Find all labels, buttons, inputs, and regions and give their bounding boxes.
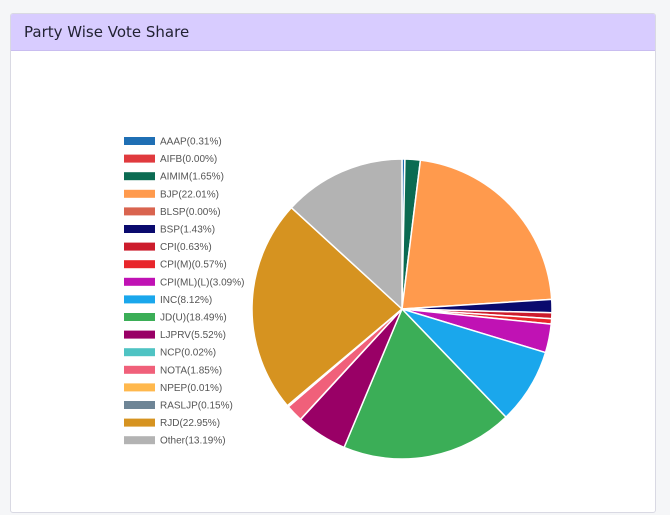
legend-swatch [124, 242, 155, 251]
legend-swatch [124, 383, 155, 392]
legend-label: Other(13.19%) [160, 436, 226, 447]
pie-slices [251, 158, 553, 460]
legend-swatch [124, 154, 155, 163]
legend-swatch [124, 418, 155, 427]
legend-label: BLSP(0.00%) [160, 207, 221, 218]
legend-swatch [124, 137, 155, 145]
legend-label: LJPRV(5.52%) [160, 330, 226, 341]
legend-swatch [124, 401, 155, 409]
legend-item-bsp[interactable]: BSP(1.43%) [124, 225, 215, 236]
chart-legend: AAAP(0.31%) AIFB(0.00%) AIMIM(1.65%) BJP(22… [124, 137, 244, 447]
pie-chart: AAAP(0.31%) AIFB(0.00%) AIMIM(1.65%) BJP(22… [124, 137, 553, 460]
pie-slice-bjp[interactable] [401, 159, 553, 310]
legend-item-inc[interactable]: INC(8.12%) [124, 295, 212, 306]
card-header: Party Wise Vote Share [11, 14, 655, 51]
legend-item-other[interactable]: Other(13.19%) [124, 436, 226, 447]
legend-swatch [124, 172, 155, 181]
legend-item-npep[interactable]: NPEP(0.01%) [124, 383, 222, 394]
pie-slice-other[interactable] [290, 158, 403, 310]
legend-label: NOTA(1.85%) [160, 365, 222, 376]
legend-item-blsp[interactable]: BLSP(0.00%) [124, 207, 221, 218]
legend-label: CPI(M)(0.57%) [160, 260, 227, 271]
legend-swatch [124, 277, 155, 286]
legend-label: JD(U)(18.49%) [160, 313, 227, 324]
legend-item-rasljp[interactable]: RASLJP(0.15%) [124, 401, 233, 412]
legend-swatch [124, 189, 155, 198]
pie-slice-jd-u[interactable] [343, 308, 507, 460]
legend-label: BSP(1.43%) [160, 225, 215, 236]
legend-item-aaap[interactable]: AAAP(0.31%) [124, 137, 222, 148]
legend-label: CPI(ML)(L)(3.09%) [160, 277, 244, 288]
legend-swatch [124, 365, 155, 374]
legend-label: AIFB(0.00%) [160, 154, 217, 165]
legend-item-bjp[interactable]: BJP(22.01%) [124, 189, 219, 200]
legend-swatch [124, 260, 155, 269]
legend-label: BJP(22.01%) [160, 189, 219, 200]
legend-swatch [124, 313, 155, 321]
legend-label: AIMIM(1.65%) [160, 172, 224, 183]
legend-label: INC(8.12%) [160, 295, 212, 306]
legend-item-cpi-ml-l[interactable]: CPI(ML)(L)(3.09%) [124, 277, 244, 288]
legend-label: NPEP(0.01%) [160, 383, 222, 394]
card-title: Party Wise Vote Share [24, 23, 190, 41]
legend-item-ncp[interactable]: NCP(0.02%) [124, 348, 216, 359]
legend-swatch [124, 348, 155, 357]
legend-item-jd-u[interactable]: JD(U)(18.49%) [124, 313, 227, 324]
legend-label: CPI(0.63%) [160, 242, 212, 253]
pie-slice-rjd[interactable] [251, 206, 403, 407]
legend-swatch [124, 330, 155, 339]
legend-item-aifb[interactable]: AIFB(0.00%) [124, 154, 217, 165]
legend-label: RJD(22.95%) [160, 418, 220, 429]
legend-label: RASLJP(0.15%) [160, 401, 233, 412]
legend-item-cpi[interactable]: CPI(0.63%) [124, 242, 212, 253]
legend-swatch [124, 436, 155, 445]
legend-label: AAAP(0.31%) [160, 137, 222, 148]
legend-label: NCP(0.02%) [160, 348, 216, 359]
legend-item-ljprv[interactable]: LJPRV(5.52%) [124, 330, 226, 341]
legend-item-nota[interactable]: NOTA(1.85%) [124, 365, 222, 376]
legend-swatch [124, 225, 155, 233]
legend-item-rjd[interactable]: RJD(22.95%) [124, 418, 220, 429]
legend-swatch [124, 295, 155, 304]
legend-item-cpi-m[interactable]: CPI(M)(0.57%) [124, 260, 227, 271]
legend-swatch [124, 207, 155, 216]
legend-item-aimim[interactable]: AIMIM(1.65%) [124, 172, 224, 183]
vote-share-card: Party Wise Vote Share AAAP(0.31%) AIFB(0.… [10, 13, 656, 513]
